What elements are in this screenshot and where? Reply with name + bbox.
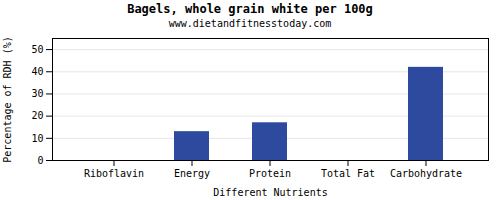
svg-text:50: 50 [31,44,43,55]
html-text:www.dietandfitnesstoday.com: www.dietandfitnesstoday.com [168,18,332,29]
svg-text:Protein: Protein [249,168,291,179]
svg-text:Energy: Energy [174,168,210,179]
svg-text:0: 0 [37,155,43,166]
svg-text:20: 20 [31,110,43,121]
svg-text:Carbohydrate: Carbohydrate [390,168,462,179]
svg-text:30: 30 [31,88,43,99]
svg-text:Riboflavin: Riboflavin [84,168,144,179]
svg-text:Percentage of RDH (%): Percentage of RDH (%) [2,36,13,162]
svg-text:40: 40 [31,66,43,77]
svg-text:Different Nutrients: Different Nutrients [213,187,327,198]
svg-text:10: 10 [31,133,43,144]
html-text:Bagels, whole grain white per: Bagels, whole grain white per 100g [127,2,373,16]
svg-text:Total Fat: Total Fat [321,168,375,179]
